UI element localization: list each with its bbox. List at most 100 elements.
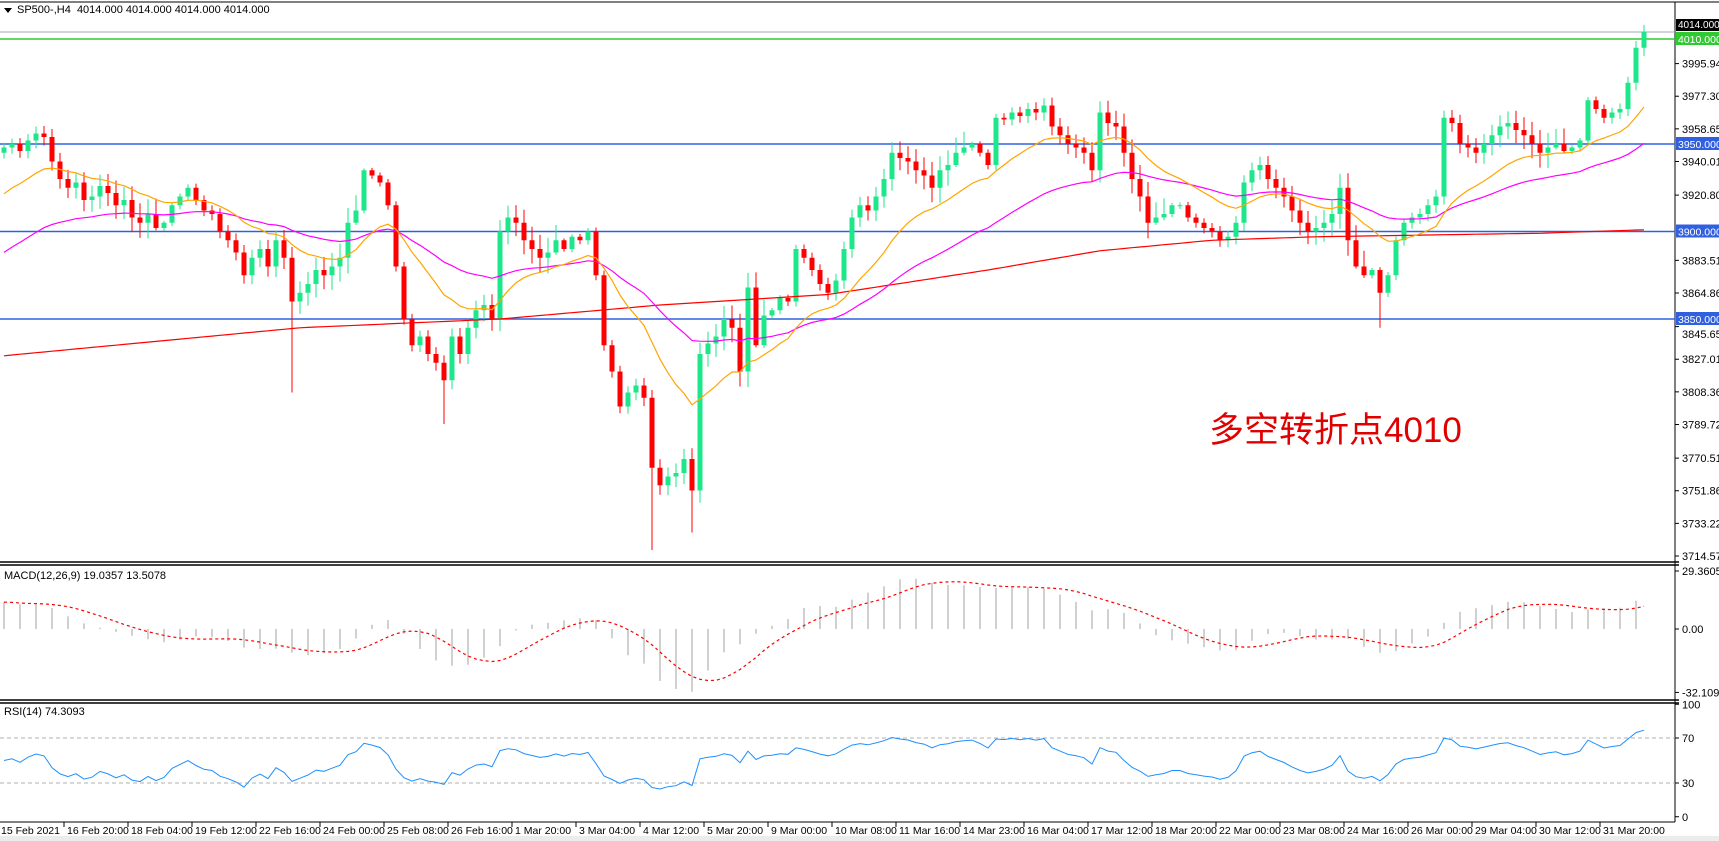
candle [1577, 137, 1583, 152]
candle-body [1105, 112, 1111, 123]
candle [897, 141, 903, 171]
candle-body [129, 200, 135, 218]
price-axis-label: 3714.575 [1682, 551, 1719, 563]
candle [1017, 106, 1023, 123]
candle [89, 185, 95, 212]
candle-body [241, 252, 247, 276]
ma-fast-line [3, 106, 1645, 406]
time-axis-label: 16 Mar 04:00 [1027, 825, 1089, 837]
candle [817, 264, 823, 291]
candle-body [249, 257, 255, 276]
time-axis-label: 24 Mar 16:00 [1347, 825, 1409, 837]
candle [1297, 199, 1303, 235]
candle-body [25, 140, 31, 151]
candle [1369, 267, 1375, 279]
candle [921, 157, 927, 190]
candle-body [1217, 231, 1223, 241]
candle-body [1329, 214, 1335, 223]
candle-body [1465, 144, 1471, 148]
candle [1041, 98, 1047, 121]
candle [401, 261, 407, 325]
candle-body [769, 310, 775, 316]
macd-axis-label: 29.3605 [1682, 566, 1719, 578]
candle-body [1521, 130, 1527, 136]
candle-body [1009, 112, 1015, 120]
candle [841, 241, 847, 289]
candle-body [81, 182, 87, 200]
dropdown-triangle-icon[interactable] [4, 7, 12, 13]
candle [1433, 189, 1439, 213]
candle-body [1233, 222, 1239, 237]
candle-body [1017, 112, 1023, 116]
time-axis-label: 24 Feb 00:00 [323, 825, 385, 837]
candle [1009, 107, 1015, 126]
ma-mid-line [3, 142, 1645, 342]
candle [649, 389, 655, 550]
current-price-tag: 4014.000 [1678, 20, 1719, 31]
candle-body [1441, 117, 1447, 197]
candle [129, 186, 135, 233]
price-tag-3950-bg [1676, 137, 1719, 150]
candle [1585, 97, 1591, 145]
candle [329, 252, 335, 290]
candle-body [457, 336, 463, 354]
candle [1529, 121, 1535, 159]
candle-body [649, 397, 655, 468]
candle [577, 233, 583, 245]
candle-body [417, 336, 423, 346]
candle-body [977, 144, 983, 153]
candle-body [1185, 205, 1191, 218]
candle [729, 305, 735, 343]
candle-body [97, 186, 103, 197]
candle-body [1001, 117, 1007, 120]
candle-body [593, 231, 599, 276]
candle [1, 142, 7, 159]
candle-body [737, 327, 743, 372]
candle [753, 272, 759, 348]
current-price-tag-bg [1676, 19, 1719, 31]
price-axis-label: 3958.655 [1682, 124, 1719, 136]
candle-body [193, 187, 199, 200]
candle-body [513, 217, 519, 223]
candle-body [657, 467, 663, 486]
price-tag-3900: 3900.000 [1678, 227, 1719, 239]
candle [945, 150, 951, 186]
candle [81, 172, 87, 212]
candle [281, 230, 287, 269]
candle [801, 244, 807, 264]
price-axis-label: 3864.865 [1682, 288, 1719, 300]
candle [761, 299, 767, 348]
candle-body [553, 240, 559, 253]
candle [529, 226, 535, 264]
candle [297, 281, 303, 314]
candle-body [353, 210, 359, 223]
candle [705, 331, 711, 367]
candle-body [1161, 214, 1167, 218]
ohlc-readout: 4014.000 4014.000 4014.000 4014.000 [76, 4, 270, 16]
candle-body [1617, 109, 1623, 113]
candle-body [953, 152, 959, 165]
candle-body [377, 175, 383, 183]
price-axis-label: 3940.010 [1682, 156, 1719, 168]
candle [713, 324, 719, 357]
time-axis-label: 3 Mar 04:00 [579, 825, 635, 837]
candle [1633, 41, 1639, 91]
candle [849, 209, 855, 258]
candle [1185, 201, 1191, 222]
candle-body [1193, 217, 1199, 223]
candle [1545, 133, 1551, 169]
price-axis-label: 3920.800 [1682, 190, 1719, 202]
candle-body [817, 270, 823, 284]
price-axis-label: 3808.365 [1682, 387, 1719, 399]
candle-body [1369, 270, 1375, 276]
candle-body [1585, 100, 1591, 141]
candle [1073, 134, 1079, 158]
candle-body [617, 371, 623, 407]
candle-body [505, 217, 511, 232]
candle [809, 252, 815, 277]
price-axis-label: 3733.220 [1682, 518, 1719, 530]
candle [241, 245, 247, 284]
candle [73, 172, 79, 199]
time-axis-label: 31 Mar 20:00 [1603, 825, 1665, 837]
